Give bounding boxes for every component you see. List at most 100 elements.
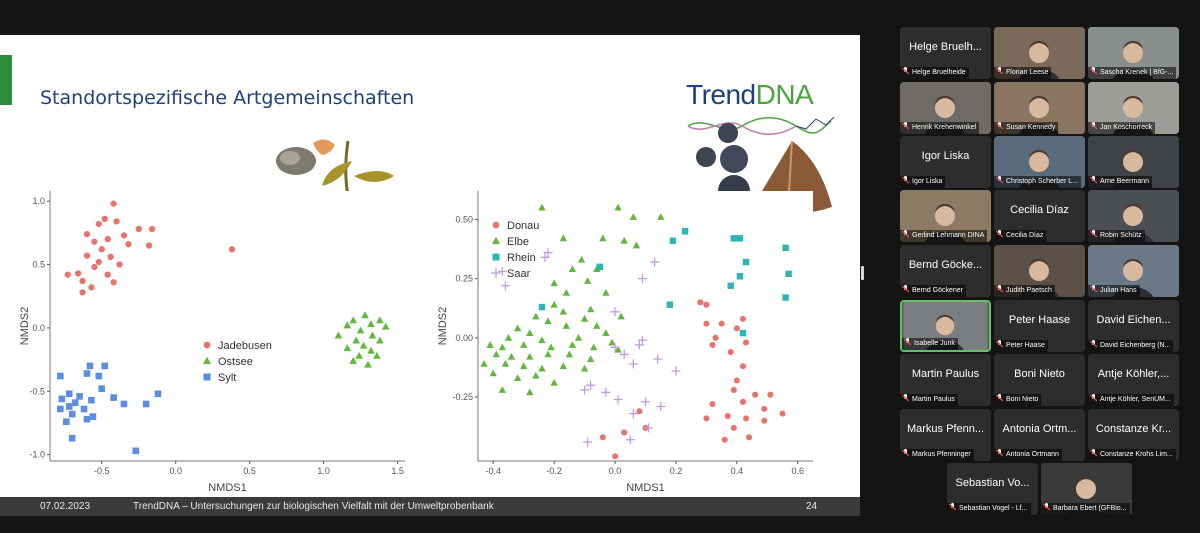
muted-mic-icon <box>902 176 909 184</box>
muted-mic-icon <box>996 176 1003 184</box>
participant-tile[interactable]: Markus Pfenn... Markus Pfenninger <box>900 409 991 461</box>
muted-mic-icon <box>902 122 909 130</box>
plot-area <box>50 191 405 461</box>
data-point <box>709 401 716 408</box>
participant-name: Florian Leese <box>1006 69 1049 76</box>
data-point <box>613 394 623 404</box>
data-point <box>703 301 710 308</box>
participant-tile[interactable]: Antje Köhler,... Antje Köhler, SenUM... <box>1088 354 1179 406</box>
data-point <box>610 307 620 317</box>
data-point <box>779 410 786 417</box>
data-point <box>526 352 534 360</box>
participant-tile[interactable]: Barbara Ebert (GFBio... <box>1041 463 1132 515</box>
data-point <box>742 258 750 266</box>
y-axis-label: NMDS2 <box>20 307 31 346</box>
participant-tile[interactable]: Igor Liska Igor Liska <box>900 136 991 188</box>
participant-tile[interactable]: Sebastian Vo... Sebastian Vogel - Lf... <box>947 463 1038 515</box>
participant-tile[interactable]: Boni Nieto Boni Nieto <box>994 354 1085 406</box>
y-tick-label: 0.50 <box>455 214 473 224</box>
data-point <box>559 234 567 242</box>
panel-resize-handle[interactable] <box>861 266 864 280</box>
data-point <box>733 325 740 332</box>
data-point <box>577 255 586 263</box>
data-point <box>547 343 555 351</box>
data-point <box>349 316 358 324</box>
participant-name: Robin Schütz <box>1100 232 1142 239</box>
data-point <box>634 340 644 350</box>
data-point <box>57 372 64 380</box>
participant-tile[interactable]: Martin Paulus Martin Paulus <box>900 354 991 406</box>
participant-tile[interactable]: Florian Leese <box>994 27 1085 79</box>
data-point <box>83 415 91 423</box>
participant-name-label: Boni Nieto <box>994 394 1042 406</box>
participant-name: Jan Koschorreck <box>1100 124 1153 131</box>
participant-name-label: Gerlind Lehmann DINA <box>900 230 988 242</box>
shared-slide: Standortspezifische Artgemeinschaften Tr… <box>0 35 860 516</box>
data-point <box>562 289 570 296</box>
participant-tile[interactable]: Constanze Kr... Constanze Krohs Lim... <box>1088 409 1179 461</box>
data-point <box>538 364 546 372</box>
data-point <box>89 413 97 420</box>
data-point <box>95 258 102 266</box>
x-axis-label: NMDS1 <box>208 482 247 493</box>
logo-text-trend: Trend <box>686 79 756 110</box>
participant-tile[interactable]: Antonia Ortm... Antonia Ortmann <box>994 409 1085 461</box>
data-point <box>95 372 103 380</box>
data-point <box>116 261 123 268</box>
muted-mic-icon <box>1043 503 1050 511</box>
participant-tile[interactable]: Judith Paetsch <box>994 245 1085 297</box>
participant-tile[interactable]: Helge Bruelh... Helge Bruelheide <box>900 27 991 79</box>
data-point <box>343 321 352 329</box>
data-point <box>593 322 601 329</box>
muted-mic-icon <box>996 449 1003 457</box>
series-jadebusen <box>64 200 236 296</box>
y-tick-label: 0.0 <box>32 323 45 333</box>
data-point <box>110 394 117 401</box>
participant-tile[interactable]: Gerlind Lehmann DINA <box>900 190 991 242</box>
data-point <box>628 359 638 369</box>
legend-marker <box>492 253 500 261</box>
data-point <box>361 311 369 319</box>
series-rhein <box>538 228 792 337</box>
legend-label: Jadebusen <box>218 340 272 352</box>
participant-tile[interactable]: Bernd Göcke... Bernd Göckener <box>900 245 991 297</box>
data-point <box>583 277 592 284</box>
y-tick-label: 0.25 <box>455 274 473 284</box>
data-point <box>500 281 510 291</box>
participant-tile[interactable]: Henrik Krehenwinkel <box>900 82 991 134</box>
data-point <box>782 244 789 252</box>
data-point <box>657 213 665 220</box>
data-point <box>644 423 654 433</box>
participant-tile[interactable]: Peter Haase Peter Haase <box>994 300 1085 352</box>
participant-tile[interactable]: Robin Schütz <box>1088 190 1179 242</box>
participant-tile[interactable]: Susan Kennedy <box>994 82 1085 134</box>
participant-name: Martin Paulus <box>912 396 955 403</box>
data-point <box>559 362 567 370</box>
slide-footer-date: 07.02.2023 <box>40 501 91 512</box>
participant-name-label: David Eichenberg (N... <box>1088 340 1174 352</box>
slide-accent-bar <box>0 55 12 105</box>
data-point <box>636 408 643 415</box>
x-tick-label: 0.5 <box>243 466 256 476</box>
participant-name: Isabelle Junk <box>914 340 955 347</box>
participant-tile[interactable]: Isabelle Junk <box>900 300 991 352</box>
muted-mic-icon <box>1090 67 1097 75</box>
data-point <box>712 334 719 341</box>
data-point <box>80 405 88 413</box>
data-point <box>359 341 368 349</box>
participant-tile[interactable]: David Eichen... David Eichenberg (N... <box>1088 300 1179 352</box>
data-point <box>580 385 590 395</box>
participant-tile[interactable]: Cecilia Díaz Cecilia Díaz <box>994 190 1085 242</box>
participant-tile[interactable]: Arne Beermann <box>1088 136 1179 188</box>
muted-mic-icon <box>996 67 1003 75</box>
participant-tile[interactable]: Christoph Scherber L... <box>994 136 1085 188</box>
data-point <box>538 336 546 344</box>
data-point <box>736 273 744 280</box>
participant-tile[interactable]: Jan Koschorreck <box>1088 82 1179 134</box>
data-point <box>349 356 358 364</box>
participant-tile[interactable]: Sascha Krenek | BfG-... <box>1088 27 1179 79</box>
data-point <box>742 415 750 422</box>
data-point <box>91 263 98 271</box>
participant-tile[interactable]: Julian Hans <box>1088 245 1179 297</box>
muted-mic-icon <box>996 285 1003 293</box>
